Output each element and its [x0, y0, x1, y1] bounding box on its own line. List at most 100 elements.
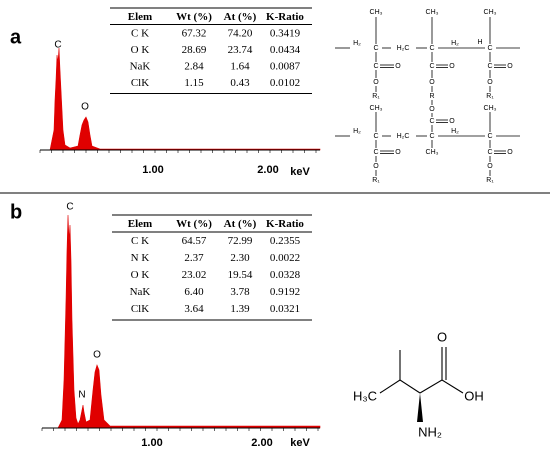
table-cell: 1.64 — [230, 60, 250, 72]
structure-label: O — [449, 63, 455, 70]
structure-label: O — [395, 63, 401, 70]
structure-label: O — [487, 79, 493, 86]
structure-label: C — [487, 45, 492, 52]
table-cell: 64.57 — [182, 235, 207, 247]
axis-label: 2.00 — [257, 164, 278, 176]
table-cell: ClK — [131, 303, 149, 315]
structure-label: H₂ — [353, 128, 361, 135]
structure-label: R — [429, 93, 434, 100]
table-cell: 0.0102 — [270, 77, 300, 89]
table-cell: 0.0328 — [270, 269, 301, 281]
table-cell: 6.40 — [184, 286, 204, 298]
structure-label: NH₂ — [418, 424, 442, 439]
axis-label: keV — [290, 166, 310, 178]
structure-label: CH₃ — [426, 9, 439, 16]
peak-label: C — [54, 40, 61, 51]
table-header: Wt (%) — [176, 218, 212, 230]
table-cell: 0.9192 — [270, 286, 300, 298]
structure-label: O — [507, 149, 513, 156]
structure-label: CH₃ — [484, 9, 497, 16]
table-header: At (%) — [224, 11, 257, 23]
table-cell: 23.74 — [228, 44, 253, 56]
structure-label: C — [487, 63, 492, 70]
structure-label: C — [429, 133, 434, 140]
structure-label: CH₃ — [370, 105, 383, 112]
axis-label: 1.00 — [141, 437, 162, 449]
structure-label: C — [429, 63, 434, 70]
structure-label: R₁ — [486, 93, 494, 100]
table-cell: 2.30 — [230, 252, 250, 264]
table-cell: 1.39 — [230, 303, 250, 315]
table-header: K-Ratio — [266, 218, 304, 230]
bond — [379, 379, 401, 394]
structure-label: R₁ — [372, 177, 380, 184]
structure-label: C — [373, 63, 378, 70]
panel-label: b — [10, 201, 22, 223]
structure-label: H — [477, 39, 482, 46]
structure-label: O — [429, 106, 435, 113]
table-cell: 0.0022 — [270, 252, 300, 264]
table-cell: 19.54 — [228, 269, 253, 281]
structure-label: O — [373, 79, 379, 86]
table-cell: 0.0434 — [270, 44, 301, 56]
structure-label: C — [487, 133, 492, 140]
table-cell: 1.15 — [184, 77, 204, 89]
axis-label: 2.00 — [251, 437, 272, 449]
spectrum — [42, 214, 321, 429]
table-header: At (%) — [224, 218, 257, 230]
wedge — [417, 393, 423, 422]
structure-label: O — [437, 329, 447, 344]
structure-label: CH₃ — [426, 149, 439, 156]
table-header: K-Ratio — [266, 11, 304, 23]
table-cell: C K — [131, 27, 149, 39]
table-header: Elem — [128, 218, 152, 230]
table-cell: N K — [131, 252, 150, 264]
table-cell: O K — [131, 44, 150, 56]
structure-label: C — [429, 118, 434, 125]
table-cell: 3.64 — [184, 303, 204, 315]
structure-label: CH₃ — [484, 105, 497, 112]
table-cell: 0.3419 — [270, 27, 301, 39]
table-cell: 2.37 — [184, 252, 204, 264]
peak-label: O — [81, 102, 89, 113]
structure-label: O — [395, 149, 401, 156]
structure-label: O — [487, 163, 493, 170]
structure-label: C — [487, 149, 492, 156]
structure-label: O — [429, 79, 435, 86]
table-cell: NaK — [130, 286, 151, 298]
table-cell: 0.43 — [230, 77, 250, 89]
axis-label: 1.00 — [142, 164, 163, 176]
structure-label: H₂ — [451, 40, 459, 47]
structure-label: O — [449, 118, 455, 125]
table-cell: ClK — [131, 77, 149, 89]
table-cell: NaK — [130, 60, 151, 72]
peak-label: N — [78, 390, 85, 401]
structure-label: R₁ — [486, 177, 494, 184]
bond — [399, 379, 421, 394]
table-cell: 0.0321 — [270, 303, 300, 315]
table-cell: 28.69 — [182, 44, 207, 56]
spectrum — [40, 47, 321, 151]
peak-label: C — [66, 202, 73, 213]
structure-label: H₂ — [451, 128, 459, 135]
table-cell: 23.02 — [182, 269, 207, 281]
peak-label: O — [93, 350, 101, 361]
table-header: Elem — [128, 11, 152, 23]
panel-label: a — [10, 26, 22, 48]
table-cell: 72.99 — [228, 235, 253, 247]
bond — [441, 379, 464, 394]
structure-label: H₂C — [397, 45, 410, 52]
structure-label: OH — [464, 388, 484, 403]
table-cell: 67.32 — [182, 27, 207, 39]
table-cell: 3.78 — [230, 286, 250, 298]
structure-label: O — [507, 63, 513, 70]
structure-label: C — [373, 149, 378, 156]
table-cell: 2.84 — [184, 60, 204, 72]
structure-bonds — [335, 17, 520, 422]
structure-label: C — [429, 45, 434, 52]
structure-label: H₃C — [353, 388, 377, 403]
table-cell: 0.2355 — [270, 235, 301, 247]
structure-label: C — [373, 45, 378, 52]
table-cell: 74.20 — [228, 27, 253, 39]
